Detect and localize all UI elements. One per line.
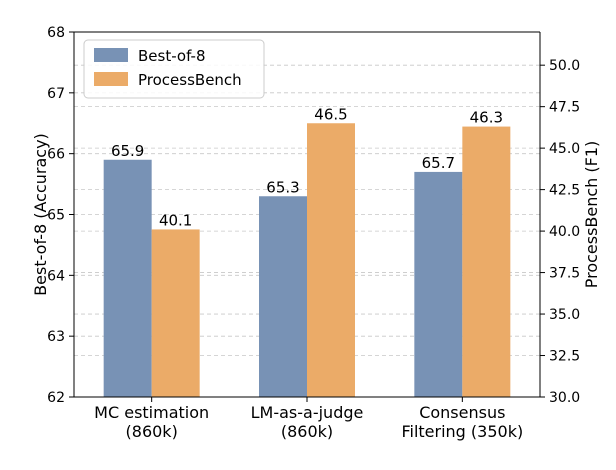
bar-processbench <box>151 229 200 397</box>
legend-label: Best-of-8 <box>138 47 206 65</box>
category-label: MC estimation <box>94 403 209 422</box>
bar-value-label: 46.5 <box>314 105 347 123</box>
legend-swatch <box>94 48 128 62</box>
right-tick-label: 37.5 <box>549 266 580 282</box>
category-label: (860k) <box>281 422 333 441</box>
left-tick-label: 66 <box>47 147 65 163</box>
right-tick-label: 30.0 <box>549 390 580 406</box>
right-tick-label: 42.5 <box>549 183 580 199</box>
bars <box>103 123 511 398</box>
legend-label: ProcessBench <box>138 71 242 89</box>
left-tick-label: 65 <box>47 208 65 224</box>
axes: 62 63 64 65 66 67 68 30.0 32.5 35.0 37.5 40.0 42.5 45… <box>31 25 601 406</box>
left-tick-label: 62 <box>47 390 65 406</box>
right-tick-label: 32.5 <box>549 349 580 365</box>
right-tick-label: 35.0 <box>549 307 580 323</box>
bar-value-label: 65.9 <box>111 142 144 160</box>
right-axis-title: ProcessBench (F1) <box>582 141 601 289</box>
category-label: Consensus <box>419 403 505 422</box>
left-tick-label: 67 <box>47 86 65 102</box>
left-axis-title: Best-of-8 (Accuracy) <box>31 133 50 296</box>
bar-value-label: 40.1 <box>159 211 192 229</box>
bar-best-of-8 <box>259 196 307 397</box>
left-tick-label: 68 <box>47 25 65 41</box>
bar-value-label: 65.3 <box>266 178 299 196</box>
left-tick-label: 64 <box>47 268 65 284</box>
right-tick-label: 47.5 <box>549 100 580 116</box>
category-label: (860k) <box>126 422 178 441</box>
left-tick-label: 63 <box>47 329 65 345</box>
bar-best-of-8 <box>103 159 152 397</box>
bar-best-of-8 <box>414 171 463 397</box>
bar-processbench <box>307 123 355 397</box>
category-label: LM-as-a-judge <box>251 403 364 422</box>
bar-value-label: 65.7 <box>422 154 455 172</box>
right-tick-label: 50.0 <box>549 58 580 74</box>
data-labels: 65.940.1MC estimation(860k)65.346.5LM-as… <box>94 105 523 441</box>
legend-swatch <box>94 72 128 86</box>
bar-value-label: 46.3 <box>470 109 503 127</box>
legend-box <box>83 39 265 99</box>
right-tick-label: 40.0 <box>549 224 580 240</box>
category-label: Filtering (350k) <box>401 422 523 441</box>
legend: Best-of-8 ProcessBench <box>83 39 265 99</box>
bar-processbench <box>462 126 511 398</box>
right-tick-label: 45.0 <box>549 141 580 157</box>
